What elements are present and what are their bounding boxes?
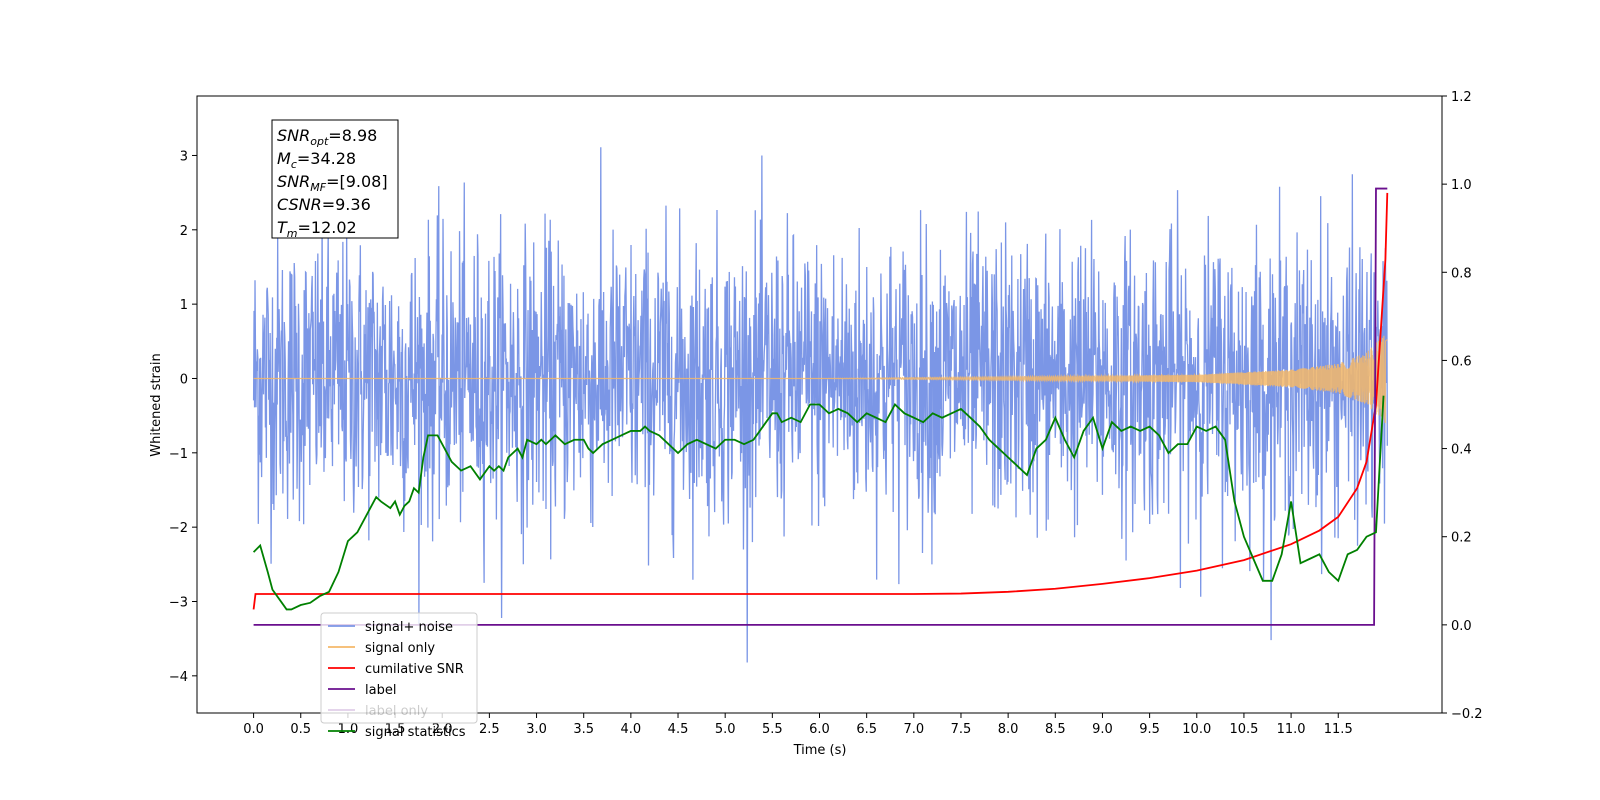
y-right-tick-label: 0.4 bbox=[1451, 443, 1472, 458]
y-right-tick-label: 1.0 bbox=[1451, 178, 1472, 193]
y-right-tick-label: 0.6 bbox=[1451, 354, 1472, 369]
x-axis-ticks: 0.0 0.5 1.0 1.5 2.0 2.5 3.0 3.5 4.0 4.5 5.0 5.5 6.0 6… bbox=[243, 713, 1353, 737]
x-tick-label: 4.5 bbox=[668, 722, 689, 737]
x-tick-label: 5.0 bbox=[715, 722, 736, 737]
legend-label: signal+ noise bbox=[365, 620, 453, 635]
x-tick-label: 7.5 bbox=[951, 722, 972, 737]
y-tick-label: 3 bbox=[180, 149, 188, 164]
x-tick-label: 1.5 bbox=[385, 722, 406, 737]
legend: signal+ noise signal only cumilative SNR la… bbox=[320, 612, 478, 740]
stats-box-frame bbox=[271, 119, 399, 239]
x-tick-label: 2.0 bbox=[432, 722, 453, 737]
x-tick-label: 10.5 bbox=[1229, 722, 1258, 737]
x-tick-label: 9.5 bbox=[1139, 722, 1160, 737]
x-tick-label: 8.5 bbox=[1045, 722, 1066, 737]
legend-label: label only bbox=[365, 704, 428, 719]
y-tick-label: −2 bbox=[169, 521, 188, 536]
x-tick-label: 4.0 bbox=[621, 722, 642, 737]
stats-line: SNRMF=[9.08] bbox=[277, 172, 388, 194]
y-tick-label: 2 bbox=[180, 224, 188, 239]
stats-line: Mc=34.28 bbox=[277, 149, 356, 171]
y-axis-right-ticks: 1.2 1.0 0.8 0.6 0.4 0.2 0.0 −0.2 bbox=[1442, 90, 1483, 722]
y-tick-label: −3 bbox=[169, 595, 188, 610]
y-axis-left-ticks: 3 2 1 0 −1 −2 −3 −4 bbox=[169, 149, 197, 685]
series-label bbox=[253, 187, 1388, 626]
x-axis-title: Time (s) bbox=[793, 743, 847, 758]
x-tick-label: 1.0 bbox=[338, 722, 359, 737]
y-tick-label: 1 bbox=[180, 298, 188, 313]
y-right-tick-label: 1.2 bbox=[1451, 90, 1472, 105]
x-tick-label: 6.5 bbox=[856, 722, 877, 737]
y-right-tick-label: 0.8 bbox=[1451, 266, 1472, 281]
stats-line: Tm=12.02 bbox=[277, 218, 357, 240]
x-tick-label: 0.5 bbox=[290, 722, 311, 737]
series-layer bbox=[252, 147, 1389, 663]
legend-label: signal statistics bbox=[365, 725, 466, 740]
stats-line: CSNR=9.36 bbox=[277, 195, 371, 214]
x-tick-label: 10.0 bbox=[1182, 722, 1211, 737]
x-tick-label: 11.5 bbox=[1324, 722, 1353, 737]
y-tick-label: 0 bbox=[180, 372, 188, 387]
series-cumilative-snr bbox=[252, 192, 1389, 610]
x-tick-label: 3.5 bbox=[573, 722, 594, 737]
x-tick-label: 6.0 bbox=[809, 722, 830, 737]
stats-line: SNRopt=8.98 bbox=[277, 126, 377, 148]
y-right-tick-label: −0.2 bbox=[1451, 707, 1483, 722]
x-tick-label: 2.5 bbox=[479, 722, 500, 737]
x-tick-label: 5.5 bbox=[762, 722, 783, 737]
y-axis-title: Whitened strain bbox=[149, 353, 164, 456]
y-tick-label: −1 bbox=[169, 447, 188, 462]
x-tick-label: 3.0 bbox=[526, 722, 547, 737]
x-tick-label: 8.0 bbox=[998, 722, 1019, 737]
series-signal-statistics bbox=[252, 395, 1385, 611]
x-tick-label: 11.0 bbox=[1277, 722, 1306, 737]
series-signal-noise bbox=[252, 147, 1388, 663]
legend-label: cumilative SNR bbox=[365, 662, 464, 677]
x-tick-label: 9.0 bbox=[1092, 722, 1113, 737]
legend-label: signal only bbox=[365, 641, 435, 656]
series-signal-only bbox=[253, 335, 1388, 424]
y-right-tick-label: 0.0 bbox=[1451, 619, 1472, 634]
y-tick-label: −4 bbox=[169, 670, 188, 685]
legend-label: label bbox=[365, 683, 396, 698]
stats-annotation-box: SNRopt=8.98Mc=34.28SNRMF=[9.08]CSNR=9.36… bbox=[271, 119, 399, 240]
y-right-tick-label: 0.2 bbox=[1451, 531, 1472, 546]
x-tick-label: 0.0 bbox=[243, 722, 264, 737]
x-tick-label: 7.0 bbox=[903, 722, 924, 737]
legend-frame bbox=[320, 612, 478, 724]
